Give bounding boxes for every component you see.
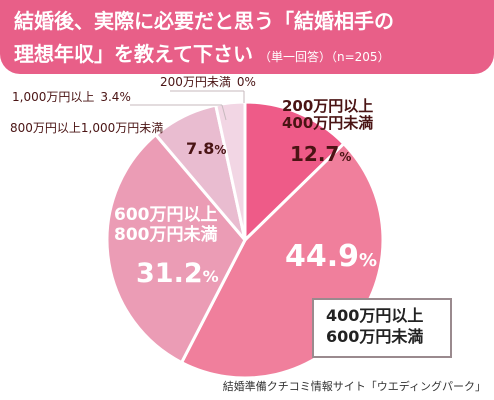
- slice-pct-1000plus-value: 3.4: [100, 90, 120, 104]
- leader-line-1000plus-down: [221, 104, 227, 121]
- chart-title-note: （単一回答）（n=205）: [259, 50, 390, 64]
- pie-slice-600-800: [105, 133, 247, 365]
- slice-pct-600-800-sign: %: [202, 267, 219, 286]
- chart-title-line2: 理想年収」を教えて下さい （単一回答）（n=205）: [14, 38, 390, 67]
- slice-label-200-400-line1: 200万円以上: [282, 97, 374, 115]
- slice-label-600-800-line1: 600万円以上: [114, 205, 218, 225]
- slice-pct-400-600: 44.9%: [285, 239, 378, 275]
- slice-pct-400-600-sign: %: [359, 250, 378, 271]
- slice-pct-800-1000: 7.8%: [186, 139, 227, 158]
- slice-label-600-800-line2: 800万円未満: [114, 224, 218, 245]
- slice-pct-1000plus-sign: %: [119, 90, 131, 104]
- slice-label-lt200-text: 200万円未満: [160, 75, 231, 89]
- pie-slices: [105, 100, 385, 380]
- slice-pct-800-1000-value: 7.8: [186, 139, 215, 158]
- slice-label-200-400: 200万円以上 400万円未満: [282, 97, 374, 133]
- slice-label-1000plus-text: 1,000万円以上: [12, 90, 95, 104]
- callout-400-600: 400万円以上 600万円未満: [312, 298, 452, 358]
- title-banner: 結婚後、実際に必要だと思う「結婚相手の 理想年収」を教えて下さい （単一回答）（n…: [0, 0, 494, 74]
- callout-400-600-line2: 600万円未満: [326, 326, 424, 346]
- slice-pct-800-1000-sign: %: [214, 143, 227, 157]
- slice-pct-400-600-value: 44.9: [285, 239, 360, 274]
- chart-title-line1: 結婚後、実際に必要だと思う「結婚相手の: [14, 9, 394, 33]
- slice-pct-600-800-value: 31.2: [136, 258, 203, 289]
- slice-pct-200-400-value: 12.7: [290, 142, 340, 166]
- source-credit: 結婚準備クチコミ情報サイト「ウエディングパーク」: [222, 380, 486, 393]
- slice-label-1000plus: 1,000万円以上 3.4%: [12, 90, 131, 105]
- slice-pct-200-400: 12.7%: [290, 143, 351, 166]
- slice-label-800-1000: 800万円以上1,000万円未満: [10, 121, 164, 135]
- slice-label-600-800: 600万円以上 800万円未満: [114, 205, 218, 245]
- callout-400-600-line1: 400万円以上: [326, 306, 424, 325]
- slice-label-200-400-line2: 400万円未満: [282, 114, 374, 133]
- slice-pct-lt200-sign: %: [244, 75, 256, 89]
- slice-pct-lt200-value: 0: [236, 75, 245, 89]
- slice-label-lt200: 200万円未満 0%: [160, 75, 256, 90]
- slice-pct-200-400-sign: %: [339, 150, 352, 164]
- chart-title-line2-text: 理想年収」を教えて下さい: [14, 42, 253, 66]
- pie-slice-200-400: [243, 100, 346, 242]
- slice-pct-600-800: 31.2%: [136, 258, 219, 289]
